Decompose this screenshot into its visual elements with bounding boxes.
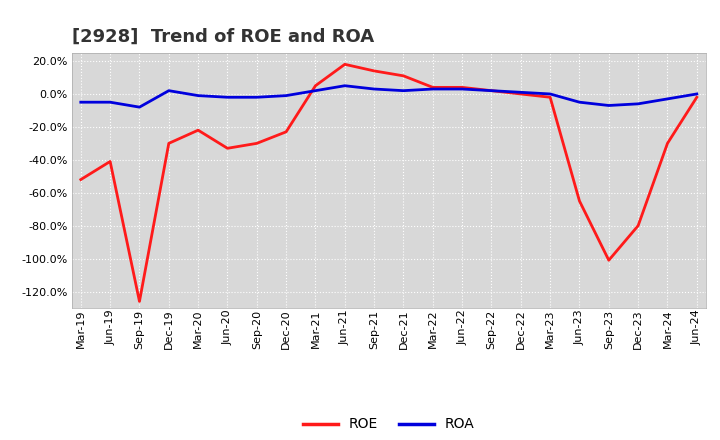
Legend: ROE, ROA: ROE, ROA: [297, 412, 480, 437]
Text: [2928]  Trend of ROE and ROA: [2928] Trend of ROE and ROA: [72, 28, 374, 46]
